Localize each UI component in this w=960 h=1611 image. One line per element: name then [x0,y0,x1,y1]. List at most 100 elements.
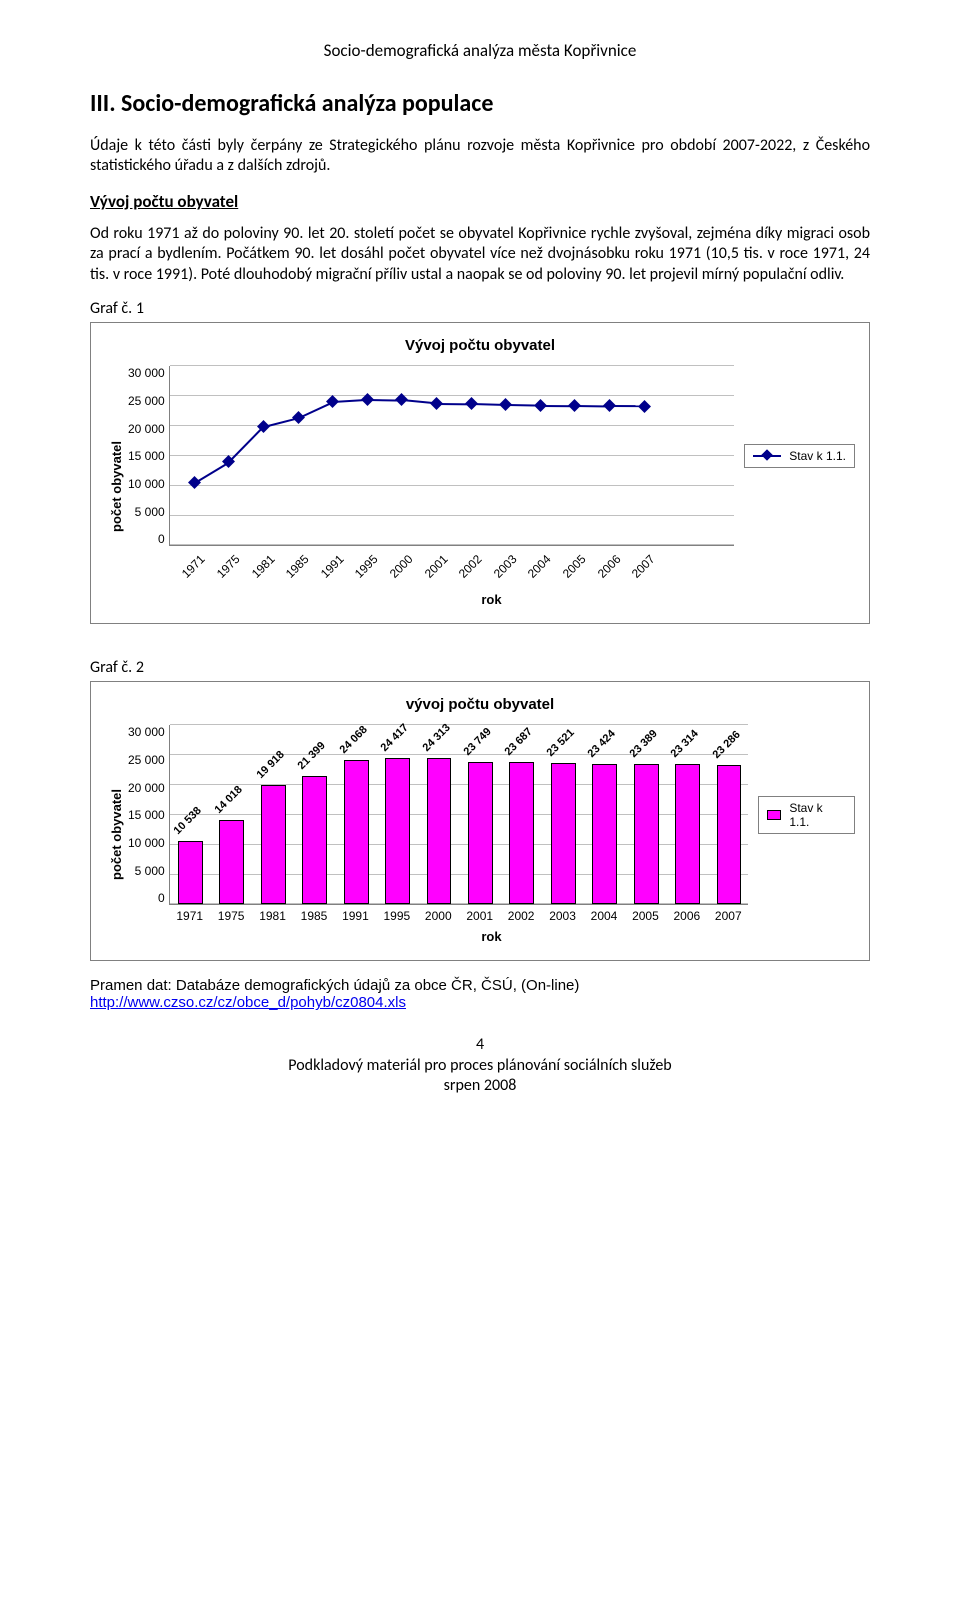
gridline [170,395,735,396]
bar [592,764,617,905]
bar [261,785,286,905]
y-tick-label: 15 000 [128,449,165,463]
chart2-container: vývoj počtu obyvatel počet obyvatel 30 0… [90,681,870,961]
footer-line1: Podkladový materiál pro proces plánování… [288,1056,671,1075]
x-tick-label: 1991 [318,552,347,581]
gridline [170,544,735,545]
y-tick-label: 20 000 [128,422,165,436]
bar-value-label: 21 399 [296,740,328,772]
data-marker [638,400,651,413]
gridline [170,784,749,785]
y-tick-label: 15 000 [128,808,165,822]
chart2-plot-area: 10 53814 01819 91821 39924 06824 41724 3… [169,725,749,905]
data-marker [603,400,616,413]
y-tick-label: 30 000 [128,366,165,380]
x-tick-label: 2002 [456,552,485,581]
bar [468,762,493,904]
x-tick-label: 1981 [248,552,277,581]
x-tick-label: 2005 [560,552,589,581]
x-tick-label: 2003 [491,552,520,581]
subhead: Vývoj počtu obyvatel [90,191,870,212]
chart2-legend-text: Stav k 1.1. [789,801,846,829]
bar [385,758,410,905]
chart2-title: vývoj počtu obyvatel [105,696,855,713]
bar [344,760,369,904]
data-marker [465,397,478,410]
gridline [170,724,749,725]
chart1-legend-swatch [753,455,781,457]
gridline [170,425,735,426]
bar [427,758,452,904]
chart2-legend-swatch [767,810,781,820]
bar-value-label: 24 313 [420,722,452,754]
bar-value-label: 14 018 [213,784,245,816]
gridline [170,365,735,366]
data-marker [534,399,547,412]
x-tick-label: 2004 [591,909,618,923]
chart2-label: Graf č. 2 [90,658,870,677]
x-tick-label: 1971 [176,909,203,923]
y-tick-label: 5 000 [135,864,165,878]
bar [302,776,327,904]
gridline [170,844,749,845]
x-tick-label: 1991 [342,909,369,923]
gridline [170,485,735,486]
chart1-legend-text: Stav k 1.1. [789,449,846,463]
x-tick-label: 1975 [214,552,243,581]
data-marker [499,398,512,411]
x-tick-label: 2006 [595,552,624,581]
bar-value-label: 23 314 [669,728,701,760]
bar-value-label: 10 538 [171,805,203,837]
y-tick-label: 25 000 [128,394,165,408]
x-tick-label: 1995 [383,909,410,923]
x-tick-label: 2000 [425,909,452,923]
intro-paragraph: Údaje k této části byly čerpány ze Strat… [90,136,870,177]
x-tick-label: 1985 [301,909,328,923]
chart1-plot-area [169,366,735,546]
chart2-x-axis-label: rok [128,929,855,944]
x-tick-label: 2005 [632,909,659,923]
x-tick-label: 1995 [352,552,381,581]
chart2-x-ticks: 1971197519811985199119952000200120022003… [169,905,749,927]
section-title: III. Socio-demografická analýza populace [90,89,870,118]
bar [219,820,244,904]
bar-value-label: 24 417 [379,722,411,754]
x-tick-label: 2006 [673,909,700,923]
x-tick-label: 1981 [259,909,286,923]
bar [178,841,203,904]
x-tick-label: 2004 [525,552,554,581]
source-link[interactable]: http://www.czso.cz/cz/obce_d/pohyb/cz080… [90,994,406,1011]
body-paragraph: Od roku 1971 až do poloviny 90. let 20. … [90,224,870,285]
chart1-y-axis-label: počet obyvatel [105,366,128,607]
chart1-y-ticks: 30 000 25 000 20 000 15 000 10 000 5 000 0 [128,366,169,546]
y-tick-label: 10 000 [128,477,165,491]
chart1-label: Graf č. 1 [90,299,870,318]
y-tick-label: 5 000 [135,505,165,519]
gridline [170,754,749,755]
source-citation: Pramen dat: Databáze demografických údaj… [90,977,870,1011]
y-tick-label: 0 [158,532,165,546]
bar-value-label: 23 749 [461,726,493,758]
x-tick-label: 2001 [421,552,450,581]
data-marker [326,395,339,408]
chart1-title: Vývoj počtu obyvatel [105,337,855,354]
x-tick-label: 2007 [629,552,658,581]
data-marker [292,411,305,424]
source-prefix: Pramen dat: Databáze demografických údaj… [90,977,579,994]
x-tick-label: 2000 [387,552,416,581]
page-footer: 4 Podkladový materiál pro proces plánová… [90,1035,870,1096]
gridline [170,903,749,904]
gridline [170,814,749,815]
chart2-y-ticks: 30 00025 00020 00015 00010 0005 0000 [128,725,169,905]
footer-line2: srpen 2008 [444,1076,517,1095]
gridline [170,874,749,875]
x-tick-label: 2002 [508,909,535,923]
chart1-x-axis-label: rok [128,592,855,607]
line-segment [229,426,265,463]
bar [509,762,534,904]
y-tick-label: 0 [158,891,165,905]
data-marker [430,397,443,410]
x-tick-label: 1971 [179,552,208,581]
x-tick-label: 2007 [715,909,742,923]
y-tick-label: 25 000 [128,753,165,767]
